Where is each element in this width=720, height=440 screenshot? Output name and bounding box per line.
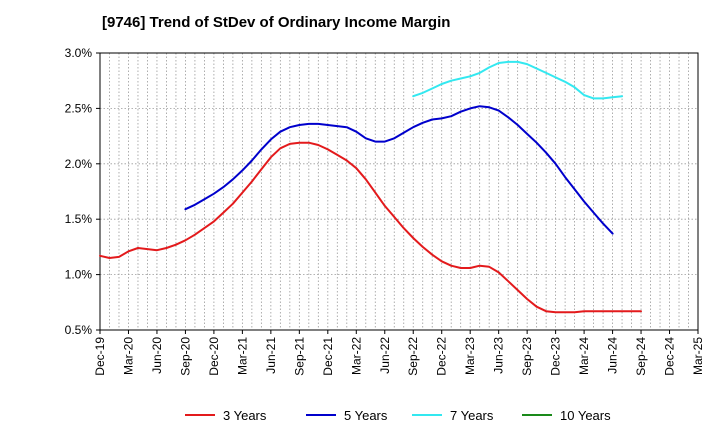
x-tick-label: Dec-23 (549, 337, 563, 376)
x-tick-label: Jun-21 (264, 337, 278, 374)
series-line-5-years (184, 105, 614, 235)
chart-title: [9746] Trend of StDev of Ordinary Income… (102, 14, 450, 31)
x-axis-ticks: Dec-19 Mar-20 Jun-20 Sep-20 Dec-20 Mar-21 Jun-… (93, 330, 705, 376)
x-tick-label: Jun-23 (492, 337, 506, 374)
plot-frame (99, 52, 699, 331)
y-tick-label: 3.0% (65, 46, 93, 60)
x-tick-label: Dec-22 (435, 337, 449, 376)
legend-label-3-years: 3 Years (223, 408, 267, 423)
y-tick-label: 2.0% (65, 157, 93, 171)
x-tick-label: Sep-23 (520, 337, 534, 376)
x-tick-label: Dec-21 (321, 337, 335, 376)
x-tick-label: Dec-19 (93, 337, 107, 376)
x-tick-label: Sep-22 (406, 337, 420, 376)
grid (100, 53, 698, 330)
y-tick-label: 1.5% (65, 212, 93, 226)
y-tick-label: 2.5% (65, 101, 93, 115)
x-tick-label: Mar-22 (349, 337, 363, 375)
y-axis-ticks: 0.5% 1.0% 1.5% 2.0% 2.5% 3.0% (65, 46, 100, 337)
series-line-3-years (99, 141, 642, 314)
x-tick-label: Mar-23 (463, 337, 477, 375)
legend-label-5-years: 5 Years (344, 408, 388, 423)
x-tick-label: Dec-24 (663, 337, 677, 376)
series-line-7-years (412, 60, 624, 100)
x-tick-label: Jun-20 (150, 337, 164, 374)
x-tick-label: Mar-21 (235, 337, 249, 375)
x-tick-label: Sep-21 (292, 337, 306, 376)
legend-label-10-years: 10 Years (560, 408, 611, 423)
x-tick-label: Mar-24 (577, 337, 591, 375)
x-tick-label: Mar-25 (691, 337, 705, 375)
x-tick-label: Jun-22 (378, 337, 392, 374)
y-tick-label: 1.0% (65, 268, 93, 282)
x-tick-label: Sep-24 (634, 337, 648, 376)
y-tick-label: 0.5% (65, 323, 93, 337)
x-tick-label: Sep-20 (178, 337, 192, 376)
legend: 3 Years 5 Years 7 Years 10 Years (185, 408, 611, 423)
legend-label-7-years: 7 Years (450, 408, 494, 423)
x-tick-label: Jun-24 (606, 337, 620, 374)
x-tick-label: Dec-20 (207, 337, 221, 376)
x-tick-label: Mar-20 (121, 337, 135, 375)
series-lines (99, 60, 642, 314)
